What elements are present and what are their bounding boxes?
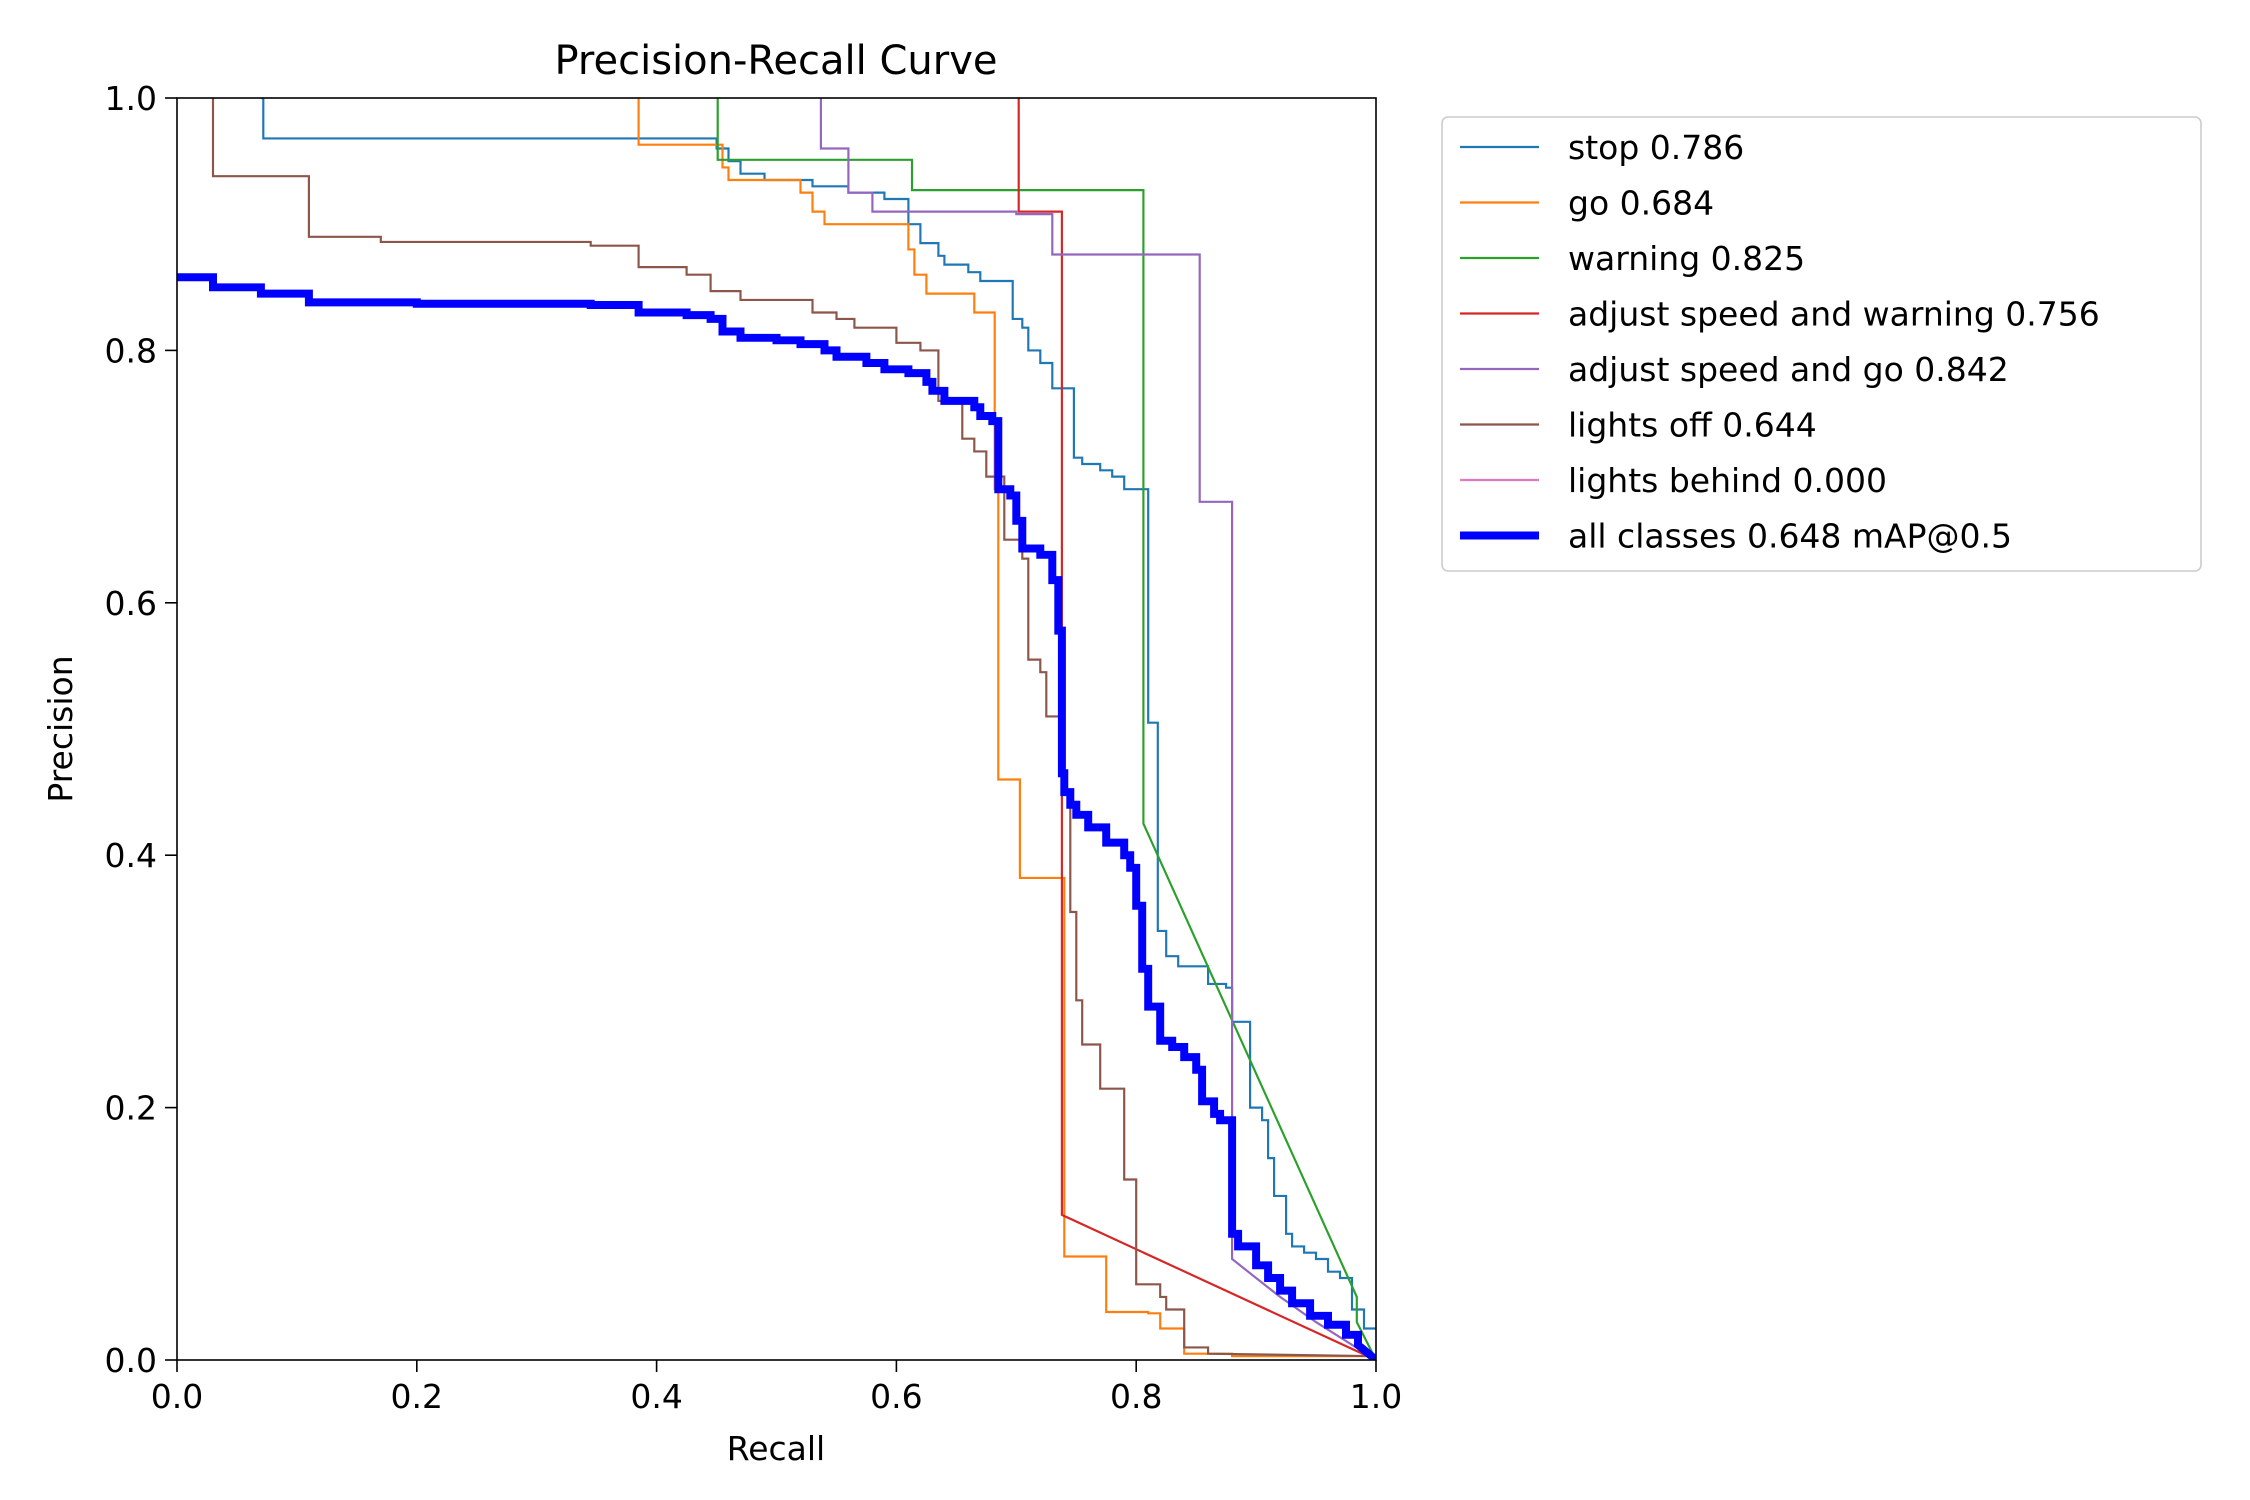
x-tick-label: 0.8 bbox=[1110, 1377, 1162, 1416]
y-tick-label: 0.6 bbox=[105, 584, 157, 623]
x-axis: 0.0 0.2 0.4 0.6 0.8 1.0 bbox=[151, 1360, 1402, 1416]
legend-entry: stop 0.786 bbox=[1568, 128, 1744, 167]
legend-entry: all classes 0.648 mAP@0.5 bbox=[1568, 517, 2012, 556]
y-axis-label: Precision bbox=[41, 655, 80, 802]
series-line-2 bbox=[716, 98, 1376, 1360]
legend-entry: go 0.684 bbox=[1568, 184, 1714, 223]
legend-entry: lights behind 0.000 bbox=[1568, 461, 1887, 500]
plot-frame bbox=[176, 97, 1377, 1361]
legend-entry: adjust speed and go 0.842 bbox=[1568, 350, 2009, 389]
y-tick-label: 0.0 bbox=[105, 1341, 157, 1380]
series-line-3 bbox=[1017, 98, 1376, 1360]
series-line-7 bbox=[177, 273, 1376, 1360]
y-tick-label: 1.0 bbox=[105, 79, 157, 118]
legend-entry: adjust speed and warning 0.756 bbox=[1568, 295, 2100, 334]
legend: stop 0.786 go 0.684 warning 0.825 adjust sp… bbox=[1441, 116, 2202, 572]
series-line-4 bbox=[819, 98, 1376, 1360]
legend-entry: warning 0.825 bbox=[1568, 239, 1805, 278]
y-tick-label: 0.4 bbox=[105, 836, 157, 875]
y-tick-label: 0.2 bbox=[105, 1089, 157, 1128]
y-axis: 0.0 0.2 0.4 0.6 0.8 1.0 bbox=[105, 79, 177, 1380]
x-tick-label: 0.4 bbox=[630, 1377, 682, 1416]
chart-title: Precision-Recall Curve bbox=[555, 38, 998, 84]
series-line-1 bbox=[637, 98, 1376, 1358]
legend-entry: lights off 0.644 bbox=[1568, 406, 1817, 445]
series-line-5 bbox=[211, 98, 1376, 1358]
x-tick-label: 0.6 bbox=[870, 1377, 922, 1416]
series-layer bbox=[177, 98, 1376, 1360]
legend-frame bbox=[1441, 116, 2202, 572]
x-tick-label: 0.2 bbox=[391, 1377, 443, 1416]
series-line-0 bbox=[260, 98, 1376, 1330]
y-tick-label: 0.8 bbox=[105, 331, 157, 370]
x-tick-label: 1.0 bbox=[1350, 1377, 1402, 1416]
x-axis-label: Recall bbox=[727, 1429, 825, 1468]
x-tick-label: 0.0 bbox=[151, 1377, 203, 1416]
